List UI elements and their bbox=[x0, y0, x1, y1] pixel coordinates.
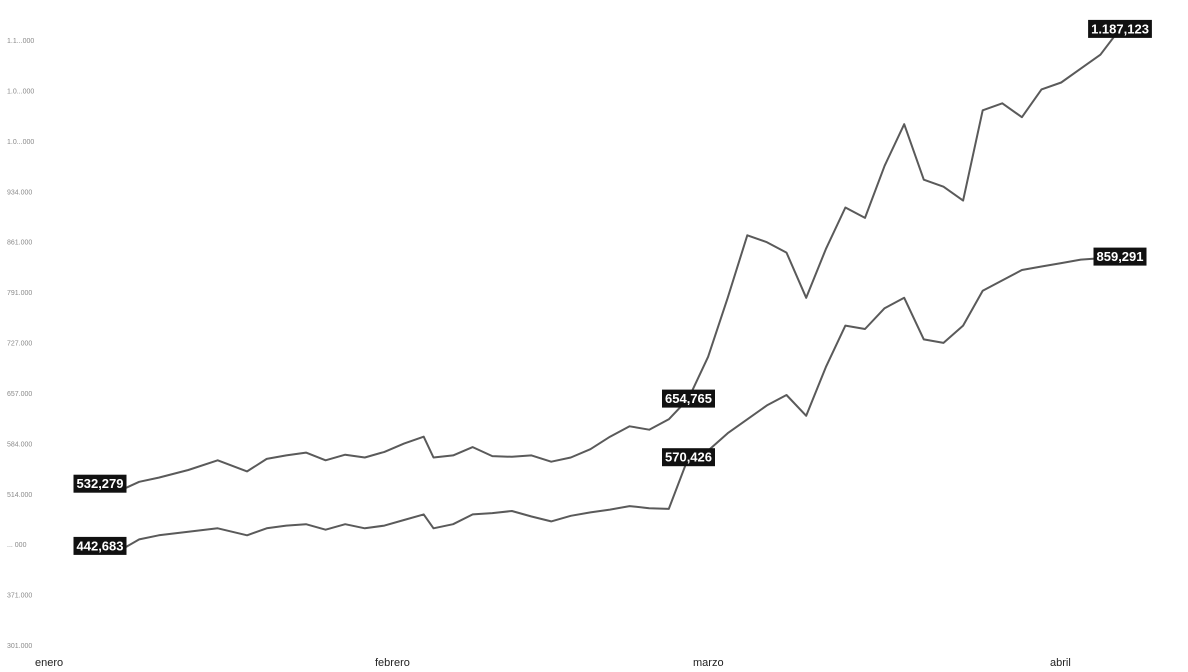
value-label-box bbox=[662, 389, 715, 408]
series-line-1 bbox=[99, 27, 1121, 492]
value-label: 1.187,123 bbox=[1088, 19, 1152, 38]
value-label-box bbox=[1088, 19, 1152, 38]
value-label-text: 859,291 bbox=[1097, 249, 1144, 264]
value-label-text: 532,279 bbox=[77, 476, 124, 491]
y-tick-label: 301.000 bbox=[7, 643, 32, 650]
value-label-text: 654,765 bbox=[665, 391, 712, 406]
value-label: 570,426 bbox=[662, 448, 715, 467]
value-label-box bbox=[1093, 247, 1147, 266]
value-label-text: 442,683 bbox=[77, 538, 124, 553]
y-tick-label: 727.000 bbox=[7, 341, 32, 348]
value-labels: 532,279 442,683 654,765 570,426 1.187,123 859… bbox=[73, 19, 1152, 555]
x-tick-label: marzo bbox=[693, 657, 724, 669]
x-axis-tick-labels: enero febrero marzo abril bbox=[35, 657, 1071, 669]
value-label-box bbox=[73, 536, 127, 555]
y-tick-label: 791.000 bbox=[7, 290, 32, 297]
value-label: 532,279 bbox=[73, 474, 127, 493]
x-tick-label: enero bbox=[35, 657, 63, 669]
value-label-text: 1.187,123 bbox=[1091, 21, 1149, 36]
value-label-text: 570,426 bbox=[665, 450, 712, 465]
series-line-2 bbox=[99, 255, 1121, 552]
y-tick-label: 1.0...000 bbox=[7, 139, 34, 146]
value-label: 859,291 bbox=[1093, 247, 1147, 266]
y-tick-label: 1.1...000 bbox=[7, 38, 34, 45]
y-tick-label: 371.000 bbox=[7, 593, 32, 600]
y-tick-label: 861.000 bbox=[7, 240, 32, 247]
y-tick-label: 514.000 bbox=[7, 492, 32, 499]
x-tick-label: febrero bbox=[375, 657, 410, 669]
y-tick-label: ... 000 bbox=[7, 542, 27, 549]
y-tick-label: 657.000 bbox=[7, 391, 32, 398]
value-label: 654,765 bbox=[662, 389, 715, 408]
x-tick-label: abril bbox=[1050, 657, 1071, 669]
value-label-box bbox=[73, 474, 127, 493]
y-tick-label: 934.000 bbox=[7, 189, 32, 196]
y-tick-label: 584.000 bbox=[7, 441, 32, 448]
value-label: 442,683 bbox=[73, 536, 127, 555]
value-label-box bbox=[662, 448, 715, 467]
series-lines bbox=[99, 27, 1121, 552]
y-tick-label: 1.0...000 bbox=[7, 88, 34, 95]
y-axis-tick-labels: 1.1...000 1.0...000 1.0...000 934.000 861.00… bbox=[7, 38, 34, 650]
